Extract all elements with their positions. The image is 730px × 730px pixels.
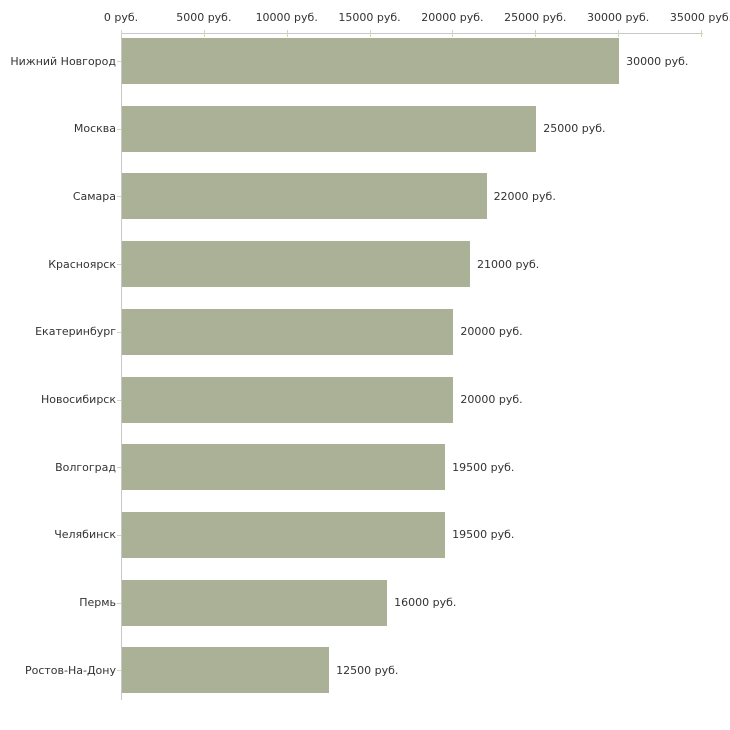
bar bbox=[122, 173, 487, 220]
value-label: 16000 руб. bbox=[394, 596, 457, 610]
category-label: Ростов-На-Дону bbox=[24, 663, 116, 677]
bar bbox=[122, 376, 454, 423]
y-axis-tick-mark bbox=[117, 332, 121, 333]
x-axis-tick-label: 15000 руб. bbox=[338, 11, 401, 24]
category-label: Нижний Новгород bbox=[10, 54, 116, 68]
x-axis-tick-label: 30000 руб. bbox=[587, 11, 650, 24]
value-label: 30000 руб. bbox=[626, 54, 689, 68]
x-axis-tick-mark bbox=[618, 30, 620, 37]
bar bbox=[122, 105, 537, 152]
x-axis-tick-mark bbox=[203, 30, 205, 37]
value-label: 12500 руб. bbox=[336, 663, 399, 677]
category-label: Новосибирск bbox=[40, 393, 116, 406]
category-label: Волгоград bbox=[55, 460, 116, 474]
category-label: Пермь bbox=[79, 596, 116, 610]
y-axis-tick-mark bbox=[117, 467, 121, 468]
y-axis-tick-mark bbox=[117, 535, 121, 536]
y-axis-tick-mark bbox=[117, 61, 121, 62]
value-label: 22000 руб. bbox=[493, 189, 556, 203]
x-axis-tick-label: 20000 руб. bbox=[421, 11, 484, 24]
x-axis-tick-mark bbox=[701, 30, 702, 37]
x-axis-tick-label: 35000 руб. bbox=[669, 11, 730, 24]
value-label: 25000 руб. bbox=[543, 122, 606, 136]
x-axis-tick-label: 0 руб. bbox=[103, 11, 139, 24]
bar bbox=[122, 241, 470, 288]
bar bbox=[122, 647, 330, 694]
bar bbox=[122, 38, 620, 84]
x-axis-tick-mark bbox=[286, 30, 288, 37]
y-axis-tick-mark bbox=[117, 670, 121, 671]
y-axis-tick-mark bbox=[117, 603, 121, 604]
category-label: Екатеринбург bbox=[35, 325, 116, 339]
x-axis-tick-mark bbox=[452, 30, 454, 37]
value-label: 20000 руб. bbox=[460, 325, 523, 339]
x-axis-tick-label: 10000 руб. bbox=[255, 11, 318, 24]
value-label: 21000 руб. bbox=[477, 257, 540, 271]
x-axis-tick-mark bbox=[535, 30, 537, 37]
category-label: Челябинск bbox=[54, 528, 116, 542]
x-axis-tick-mark bbox=[121, 30, 122, 37]
value-label: 19500 руб. bbox=[452, 460, 515, 474]
y-axis-tick-mark bbox=[117, 129, 121, 130]
category-label: Самара bbox=[72, 189, 116, 203]
value-label: 20000 руб. bbox=[460, 393, 523, 406]
x-axis-tick-mark bbox=[369, 30, 371, 37]
x-axis-tick-label: 25000 руб. bbox=[504, 11, 567, 24]
bar bbox=[122, 511, 446, 558]
y-axis-tick-mark bbox=[117, 264, 121, 265]
x-axis-line bbox=[121, 33, 703, 34]
y-axis-line bbox=[121, 33, 122, 700]
category-label: Красноярск bbox=[48, 257, 116, 271]
bar bbox=[122, 308, 454, 355]
y-axis-tick-mark bbox=[117, 400, 121, 401]
bar bbox=[122, 579, 388, 626]
y-axis-tick-mark bbox=[117, 196, 121, 197]
bar bbox=[122, 444, 446, 491]
value-label: 19500 руб. bbox=[452, 528, 515, 542]
x-axis-tick-label: 5000 руб. bbox=[176, 11, 232, 24]
category-label: Москва bbox=[73, 122, 116, 136]
